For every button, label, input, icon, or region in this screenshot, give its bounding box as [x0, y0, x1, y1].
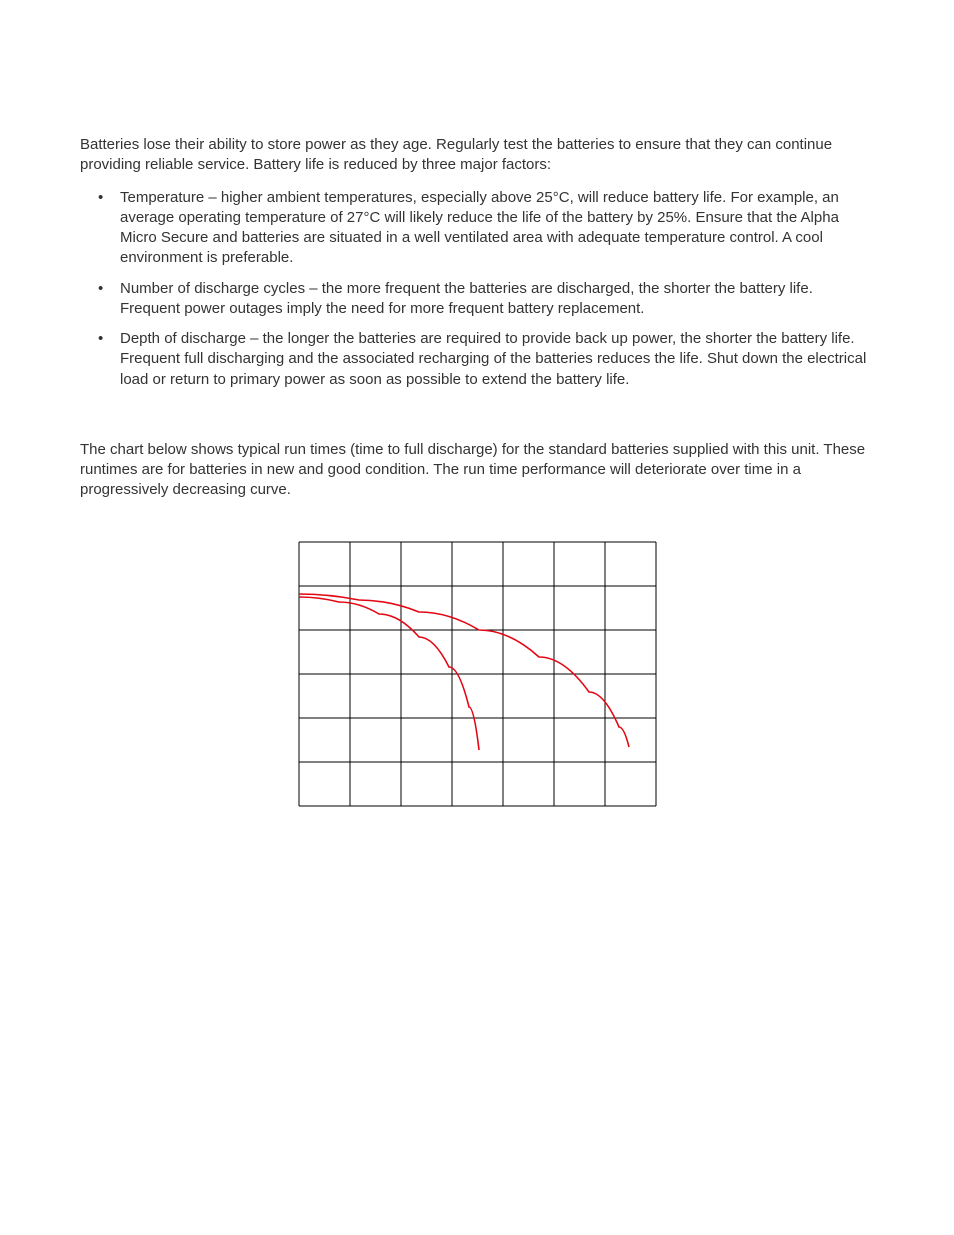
chart-intro-paragraph: The chart below shows typical run times … — [80, 440, 874, 501]
intro-paragraph: Batteries lose their ability to store po… — [80, 135, 874, 176]
factor-item-temperature: Temperature – higher ambient temperature… — [80, 188, 874, 269]
document-page: Batteries lose their ability to store po… — [0, 0, 954, 871]
chart-container — [80, 541, 874, 811]
factor-list: Temperature – higher ambient temperature… — [80, 188, 874, 390]
chart-series-curve-b — [299, 594, 629, 747]
factor-item-depth-of-discharge: Depth of discharge – the longer the batt… — [80, 329, 874, 390]
factor-item-discharge-cycles: Number of discharge cycles – the more fr… — [80, 279, 874, 320]
runtime-chart — [298, 541, 657, 807]
